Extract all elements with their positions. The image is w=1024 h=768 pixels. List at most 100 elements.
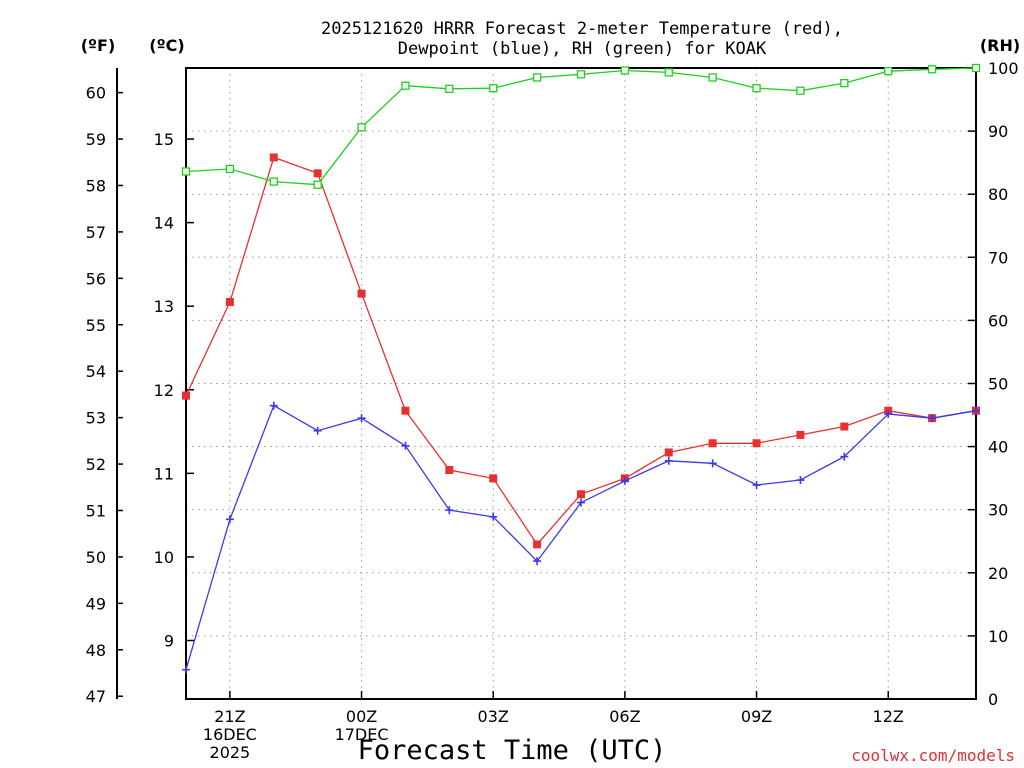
rh-tick-label: 70 (988, 248, 1008, 267)
dewpoint-point (708, 459, 717, 468)
rh-tick-label: 40 (988, 438, 1008, 457)
rh-tick-label: 30 (988, 501, 1008, 520)
celsius-tick-label: 10 (154, 548, 174, 567)
dewpoint-point (928, 414, 937, 423)
dewpoint-point (533, 557, 542, 566)
rh-point (796, 86, 805, 95)
rh-point (269, 177, 278, 186)
temperature-point (708, 439, 717, 448)
fahrenheit-unit-label: (ºF) (81, 36, 116, 55)
dewpoint-point (489, 512, 498, 521)
time-tick-label: 2025 (210, 743, 251, 762)
chart-title-line-2: Dewpoint (blue), RH (green) for KOAK (398, 39, 767, 59)
temperature-point (182, 391, 190, 400)
temperature-point (796, 430, 805, 439)
rh-unit-label: (RH) (980, 36, 1020, 55)
rh-point (927, 65, 937, 74)
rh-tick-label: 10 (988, 627, 1008, 646)
rh-point (752, 84, 761, 93)
fahrenheit-tick-label: 51 (86, 501, 106, 520)
fahrenheit-tick-label: 49 (86, 594, 106, 613)
time-tick-label: 12Z (873, 707, 904, 726)
fahrenheit-tick-label: 55 (86, 316, 106, 335)
celsius-axis: 9 10 11 12 13 14 15 (154, 130, 194, 650)
fahrenheit-tick-label: 58 (86, 176, 106, 195)
dewpoint-point (577, 498, 585, 507)
rh-point (840, 78, 849, 88)
temperature-point (313, 169, 322, 178)
rh-tick-label: 0 (988, 690, 998, 709)
rh-point (489, 84, 498, 93)
fahrenheit-tick-label: 50 (86, 548, 106, 567)
plot-frame (185, 67, 977, 700)
dewpoint-point (225, 515, 234, 524)
time-tick-label: 17DEC (335, 725, 389, 744)
rh-line (185, 67, 977, 186)
rh-point (313, 180, 322, 189)
dewpoint-point (796, 476, 805, 485)
time-tick-label: 09Z (741, 707, 772, 726)
rh-axis: 0 10 20 30 40 50 60 70 80 90 100 (968, 59, 1019, 709)
celsius-unit-label: (ºC) (149, 36, 184, 55)
rh-tick-label: 90 (988, 122, 1008, 141)
grid-lines (186, 68, 976, 699)
dewpoint-point (269, 401, 278, 410)
fahrenheit-tick-label: 59 (86, 130, 106, 149)
temperature-point (401, 406, 410, 415)
rh-point (664, 68, 673, 77)
temperature-point (357, 289, 366, 298)
time-tick-label: 03Z (478, 707, 509, 726)
celsius-tick-label: 11 (154, 464, 174, 483)
dewpoint-point (752, 481, 761, 490)
dewpoint-point (357, 414, 366, 423)
celsius-tick-label: 13 (154, 297, 174, 316)
celsius-tick-label: 9 (164, 631, 174, 650)
rh-point (971, 63, 981, 73)
dewpoint-point (182, 665, 190, 674)
chart-title-line-1: 2025121620 HRRR Forecast 2-meter Tempera… (321, 19, 843, 39)
time-tick-label: 06Z (609, 707, 640, 726)
celsius-tick-label: 15 (154, 130, 174, 149)
dewpoint-point (840, 452, 849, 461)
fahrenheit-tick-label: 53 (86, 409, 106, 428)
fahrenheit-tick-label: 60 (86, 84, 106, 103)
rh-tick-label: 80 (988, 185, 1008, 204)
data-series (181, 63, 981, 674)
dewpoint-point (620, 476, 629, 485)
dewpoint-point (401, 441, 410, 450)
x-axis-title: Forecast Time (UTC) (358, 735, 667, 766)
fahrenheit-tick-label: 48 (86, 641, 106, 660)
fahrenheit-tick-label: 57 (86, 223, 106, 242)
fahrenheit-tick-label: 52 (86, 455, 106, 474)
temperature-point (269, 153, 278, 162)
rh-tick-label: 100 (988, 59, 1019, 78)
celsius-tick-label: 12 (154, 381, 174, 400)
rh-point (708, 73, 717, 82)
rh-point (576, 70, 586, 79)
dewpoint-point (313, 426, 322, 435)
time-tick-label: 00Z (346, 707, 377, 726)
temperature-point (445, 466, 454, 475)
rh-tick-label: 50 (988, 375, 1008, 394)
rh-point (445, 84, 454, 93)
temperature-point (752, 439, 761, 448)
credit-label: coolwx.com/models (851, 746, 1015, 765)
dewpoint-point (972, 406, 980, 415)
rh-point (357, 123, 366, 132)
temperature-line (185, 156, 977, 546)
dewpoint-point (664, 456, 673, 465)
celsius-tick-label: 14 (154, 214, 174, 233)
rh-point (181, 167, 191, 176)
temperature-point (533, 540, 542, 549)
dewpoint-point (445, 506, 454, 515)
dewpoint-line (185, 404, 977, 670)
fahrenheit-tick-label: 54 (86, 362, 106, 381)
fahrenheit-axis: 47 48 49 50 51 52 53 54 55 56 57 58 59 60 (86, 84, 123, 706)
time-tick-label: 21Z (214, 707, 245, 726)
time-tick-label: 16DEC (203, 725, 257, 744)
rh-point (620, 66, 630, 75)
temperature-point (489, 474, 498, 483)
fahrenheit-tick-label: 56 (86, 269, 106, 288)
